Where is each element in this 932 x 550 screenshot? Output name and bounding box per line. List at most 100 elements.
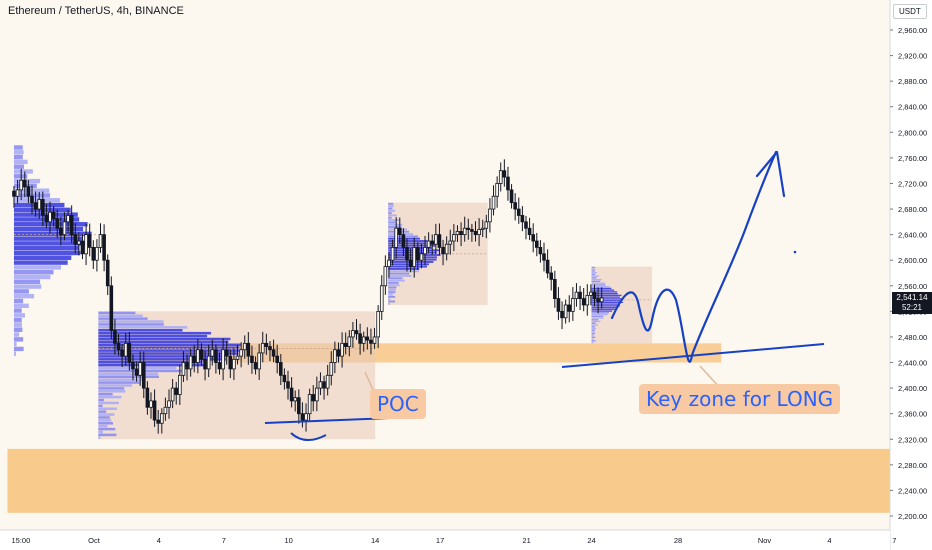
y-tick-label: 2,320.00: [898, 435, 927, 444]
currency-button[interactable]: USDT: [893, 4, 927, 19]
x-tick-label: 7: [892, 536, 896, 545]
candle-body: [329, 362, 334, 376]
candle-body: [282, 374, 287, 383]
volume-bar: [13, 169, 33, 174]
candle-body: [80, 240, 85, 255]
candle-body: [260, 342, 265, 354]
range-box: [591, 266, 653, 344]
volume-bar: [98, 375, 159, 379]
volume-bar: [13, 346, 24, 352]
volume-bar: [591, 275, 599, 277]
candle-body: [452, 234, 456, 242]
candles-layer: [12, 159, 604, 434]
candle-body: [62, 221, 67, 236]
volume-bar: [591, 317, 604, 319]
volume-bar: [98, 337, 231, 341]
volume-bar: [13, 236, 82, 241]
volume-bar: [13, 154, 23, 160]
candle-body: [156, 419, 160, 424]
candle-body: [307, 394, 312, 415]
volume-bar: [13, 341, 17, 347]
volume-bar: [98, 363, 206, 367]
zone-lower-support: [7, 448, 891, 513]
candle-body: [203, 358, 207, 370]
candle-body: [41, 199, 45, 216]
candle-body: [174, 387, 179, 395]
volume-bar: [591, 340, 596, 342]
candle-body: [48, 211, 52, 223]
candle-body: [196, 349, 200, 363]
candle-body: [59, 227, 63, 236]
candle-body: [26, 186, 31, 197]
candle-body: [513, 202, 517, 210]
x-tick-label: 28: [674, 536, 682, 545]
candle-body: [239, 349, 243, 357]
candle-body: [325, 374, 330, 389]
volume-bar: [591, 272, 597, 274]
volume-bar: [388, 267, 420, 270]
bar-countdown: 52:21: [901, 302, 923, 312]
volume-bar: [388, 214, 397, 217]
volume-bar: [98, 326, 188, 329]
candle-body: [343, 342, 348, 347]
volume-bar: [591, 327, 597, 330]
volume-bar: [98, 358, 226, 361]
y-tick-label: 2,680.00: [898, 205, 927, 214]
y-tick-label: 2,200.00: [898, 512, 927, 521]
volume-bar: [13, 317, 22, 323]
candle-body: [394, 227, 398, 248]
volume-bar: [98, 355, 226, 358]
volume-bar: [591, 280, 601, 283]
candle-body: [37, 199, 42, 210]
volume-bar: [13, 150, 24, 155]
volume-bar: [388, 207, 393, 210]
volume-bar: [13, 241, 90, 246]
volume-bar: [388, 281, 399, 284]
candle-body: [181, 362, 186, 376]
volume-bar: [591, 284, 606, 286]
volume-bar: [98, 430, 104, 434]
candle-body: [549, 272, 554, 280]
candle-body: [542, 253, 546, 261]
candle-body: [592, 291, 597, 299]
x-tick-label: 4: [827, 536, 831, 545]
volume-bar: [13, 293, 35, 299]
volume-bar: [98, 422, 113, 425]
volume-bar: [388, 270, 420, 273]
volume-bar: [98, 378, 143, 381]
candle-body: [160, 413, 164, 424]
volume-bar: [591, 322, 596, 324]
y-tick-label: 2,840.00: [898, 103, 927, 112]
volume-bar: [591, 298, 624, 300]
candle-body: [15, 189, 20, 197]
volume-bar: [13, 255, 72, 261]
candle-body: [77, 240, 81, 245]
candle-body: [387, 259, 391, 268]
volume-bar: [591, 285, 610, 288]
volume-bar: [13, 303, 29, 308]
volume-bar: [13, 351, 16, 356]
candle-body: [437, 234, 442, 248]
volume-bar: [388, 202, 394, 205]
volume-bar: [591, 319, 599, 321]
candle-body: [596, 298, 600, 303]
y-tick-label: 2,560.00: [898, 282, 927, 291]
candle-body: [333, 349, 337, 363]
candle-body: [293, 397, 298, 402]
y-tick-label: 2,920.00: [898, 52, 927, 61]
volume-bar: [591, 270, 595, 272]
candle-body: [102, 234, 106, 261]
candle-body: [297, 397, 301, 415]
volume-bar: [388, 295, 396, 298]
candle-body: [553, 278, 557, 299]
volume-bar: [98, 392, 113, 396]
volume-bar: [98, 360, 203, 364]
candle-body: [365, 336, 370, 341]
candle-body: [361, 336, 366, 344]
time-axis-layer: 15:00 Oct 4 7 10 14 17 21 24 28 Nov 4 7: [0, 529, 896, 550]
candle-body: [250, 355, 254, 363]
volume-bar: [388, 302, 391, 305]
candle-body: [286, 381, 290, 389]
candle-body: [141, 362, 146, 389]
